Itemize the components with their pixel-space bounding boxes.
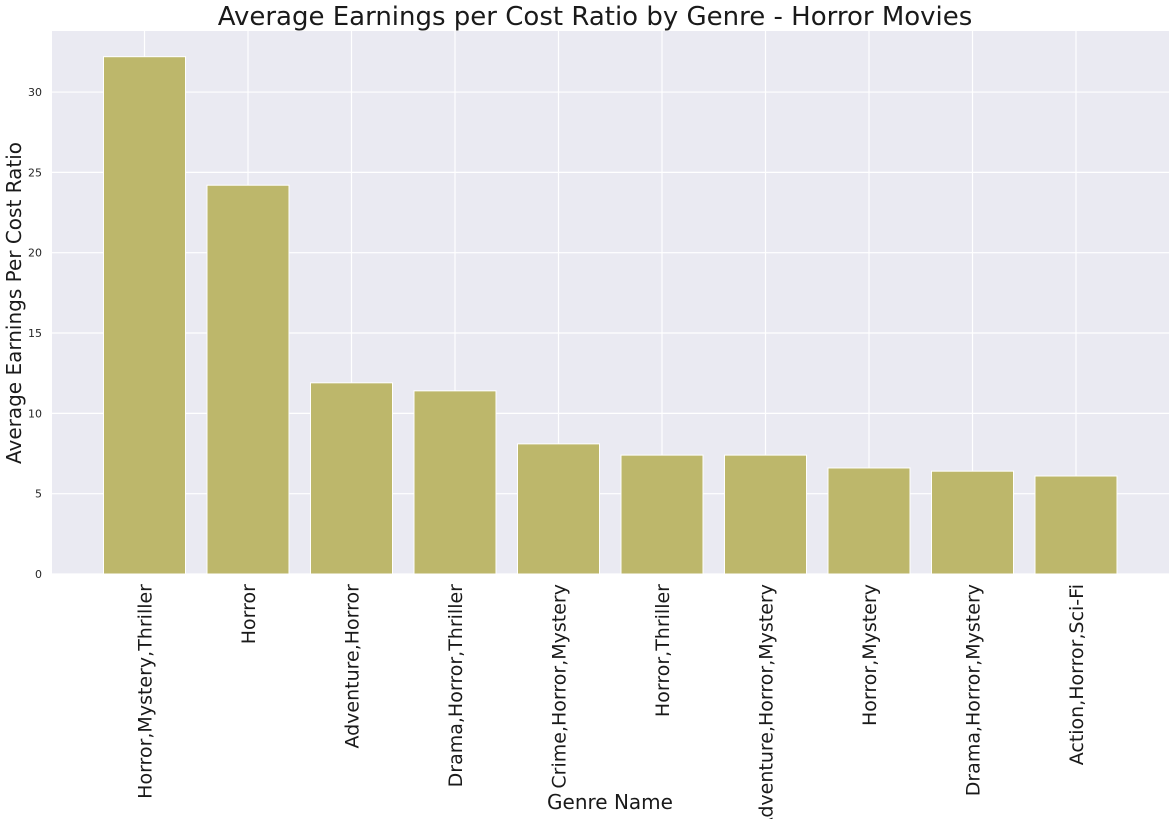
bar [103, 56, 186, 575]
x-tick-label: Drama,Horror,Thriller [445, 584, 467, 788]
bar [724, 454, 807, 575]
y-tick-label: 0 [35, 568, 42, 581]
y-tick-label: 5 [35, 488, 42, 501]
y-tick-label: 10 [28, 407, 42, 420]
bar [310, 382, 393, 575]
x-tick-labels: Horror,Mystery,Thriller Horror Adventure,H… [135, 584, 1089, 819]
x-tick-label: Crime,Horror,Mystery [549, 584, 571, 789]
bar [413, 390, 497, 575]
x-axis-label: Genre Name [547, 790, 673, 814]
bar [827, 467, 911, 575]
bar [1034, 475, 1118, 575]
bar [931, 470, 1014, 575]
bar [517, 443, 600, 575]
x-tick-label: Adventure,Horror [342, 584, 364, 749]
y-tick-label: 15 [28, 327, 42, 340]
y-tick-label: 30 [28, 86, 42, 99]
x-tick-label: Horror,Mystery [859, 584, 881, 726]
y-tick-label: 20 [28, 247, 42, 260]
x-tick-label: Action,Horror,Sci-Fi [1066, 584, 1088, 765]
x-tick-label: Horror,Mystery,Thriller [135, 584, 157, 799]
chart-title: Average Earnings per Cost Ratio by Genre… [218, 2, 973, 32]
y-axis-label: Average Earnings Per Cost Ratio [2, 142, 26, 464]
x-tick-label: Horror,Thriller [652, 584, 674, 717]
y-tick-label: 25 [28, 166, 42, 179]
x-tick-label: Horror [238, 584, 260, 644]
y-tick-labels: 0 5 10 15 20 25 30 [28, 86, 42, 581]
x-tick-label: Drama,Horror,Mystery [963, 584, 985, 796]
x-tick-label: Adventure,Horror,Mystery [756, 584, 778, 819]
bar [206, 184, 290, 575]
bar [620, 454, 704, 575]
bars [103, 56, 1118, 575]
